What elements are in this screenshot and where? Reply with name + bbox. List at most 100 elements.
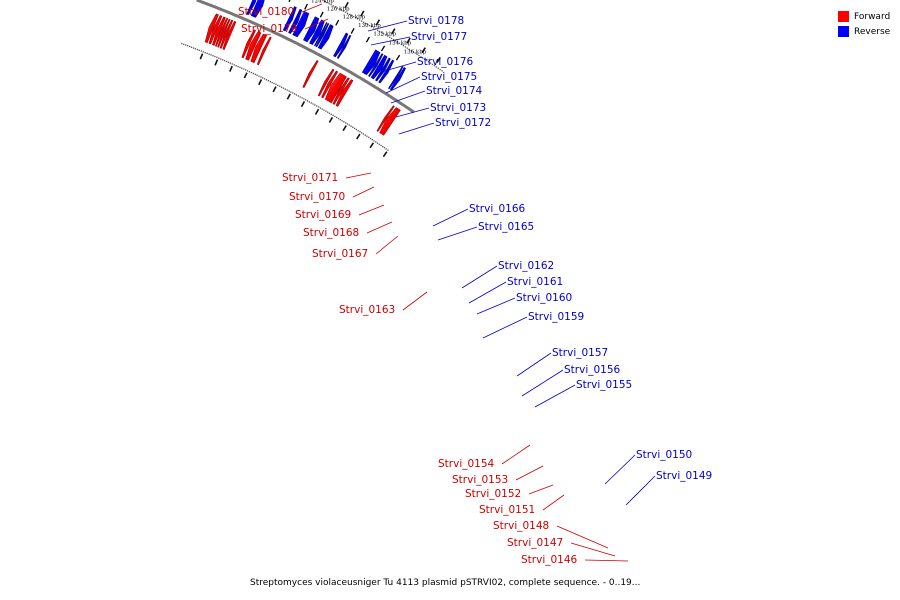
gene-label-strvi-0156[interactable]: Strvi_0156 [564, 364, 621, 376]
gene-block-strvi-0148[interactable] [222, 20, 237, 51]
gene-block-strvi-0151[interactable] [241, 29, 256, 59]
gene-block-strvi-0172[interactable] [361, 49, 381, 76]
gene-label-strvi-0159[interactable]: Strvi_0159 [528, 311, 584, 323]
gene-block-strvi-0145[interactable] [214, 17, 229, 47]
gene-block-strvi-0178[interactable] [389, 67, 406, 91]
gene-label-strvi-0153[interactable]: Strvi_0153 [452, 474, 508, 486]
inner-guide-dot [241, 67, 243, 69]
gene-label-strvi-0147[interactable]: Strvi_0147 [507, 537, 563, 549]
gene-block-strvi-0180[interactable] [379, 107, 401, 136]
gene-block-strvi-0153[interactable] [250, 33, 268, 64]
gene-block-strvi-0175[interactable] [375, 57, 391, 82]
label-connector [358, 204, 385, 216]
outer-guide-dot [377, 29, 379, 31]
gene-block-strvi-0169[interactable] [324, 72, 347, 104]
gene-block-strvi-0168[interactable] [321, 70, 339, 99]
gene-block-strvi-0177[interactable] [388, 65, 404, 90]
gene-block-strvi-0154[interactable] [256, 36, 272, 66]
gene-label-strvi-0160[interactable]: Strvi_0160 [516, 292, 572, 304]
gene-label-strvi-0171[interactable]: Strvi_0171 [282, 172, 338, 184]
inner-guide-dot [280, 86, 283, 88]
gene-label-strvi-0173[interactable]: Strvi_0173 [430, 102, 486, 114]
gene-block-strvi-0159[interactable] [309, 19, 325, 45]
gene-label-strvi-0163[interactable]: Strvi_0163 [339, 304, 395, 316]
gene-block-strvi-0147[interactable] [219, 19, 234, 49]
gene-label-strvi-0180[interactable]: Strvi_0180 [238, 6, 294, 18]
gene-label-strvi-0176[interactable]: Strvi_0176 [417, 56, 474, 68]
gene-block-strvi-0143[interactable] [208, 15, 223, 45]
gene-block-strvi-0157[interactable] [292, 10, 310, 38]
scale-tick-label: 136 kbp [404, 50, 427, 56]
gene-label-strvi-0169[interactable]: Strvi_0169 [295, 209, 351, 221]
gene-label-strvi-0162[interactable]: Strvi_0162 [498, 260, 554, 272]
gene-block-strvi-0160[interactable] [314, 22, 328, 47]
gene-label-strvi-0155[interactable]: Strvi_0155 [576, 379, 632, 391]
gene-label-strvi-0152[interactable]: Strvi_0152 [465, 488, 521, 500]
gene-label-strvi-0148[interactable]: Strvi_0148 [493, 520, 549, 532]
outer-guide-dot [328, 3, 330, 5]
inner-guide-dot [387, 149, 389, 151]
outer-guide-dot [390, 37, 393, 40]
guide-dash [360, 10, 365, 17]
gene-block-strvi-0152[interactable] [245, 31, 262, 61]
gene-block-strvi-0158[interactable] [303, 16, 320, 43]
gene-block-strvi-0146[interactable] [217, 18, 231, 48]
gene-label-strvi-0154[interactable]: Strvi_0154 [438, 458, 495, 470]
scale-tick [288, 0, 291, 3]
gene-label-strvi-0178[interactable]: Strvi_0178 [408, 15, 464, 27]
gene-block-strvi-0176[interactable] [378, 59, 395, 84]
gene-block-strvi-0155[interactable] [282, 6, 297, 32]
gene-label-strvi-0157[interactable]: Strvi_0157 [552, 347, 608, 359]
outer-guide-dot [379, 30, 381, 33]
gene-block-strvi-0163[interactable] [302, 60, 319, 89]
gene-label-strvi-0161[interactable]: Strvi_0161 [507, 276, 563, 288]
inner-guide-dot [198, 49, 200, 51]
inner-guide-dot [192, 47, 195, 49]
gene-block-strvi-0156[interactable] [288, 8, 303, 34]
scale-tick-label: 126 kbp [327, 6, 350, 12]
gene-label-strvi-0166[interactable]: Strvi_0166 [469, 203, 526, 215]
gene-label-strvi-0151[interactable]: Strvi_0151 [479, 504, 535, 516]
guide-dash [356, 133, 361, 140]
gene-block-strvi-0142[interactable] [204, 13, 219, 44]
inner-guide-dot [332, 114, 334, 116]
gene-label-strvi-0146[interactable]: Strvi_0146 [521, 554, 578, 566]
inner-guide-dot [359, 131, 361, 133]
inner-guide-dot [231, 63, 233, 65]
gene-block-strvi-0166[interactable] [336, 34, 352, 59]
gene-label-strvi-0167[interactable]: Strvi_0167 [312, 248, 368, 260]
gene-block-strvi-0170[interactable] [332, 77, 350, 105]
gene-label-strvi-0172[interactable]: Strvi_0172 [435, 117, 491, 129]
inner-guide-dot [265, 79, 268, 81]
gene-label-strvi-0177[interactable]: Strvi_0177 [411, 31, 467, 43]
gene-block-strvi-0144[interactable] [212, 16, 226, 46]
gene-label-strvi-0170[interactable]: Strvi_0170 [289, 191, 345, 203]
inner-guide-dot [262, 77, 264, 79]
inner-guide-dot [376, 142, 379, 144]
gene-block-strvi-0171[interactable] [335, 79, 354, 107]
guide-dash [199, 53, 204, 60]
inner-guide-dot [314, 104, 316, 106]
outer-guide-dot [416, 53, 418, 55]
gene-label-strvi-0175[interactable]: Strvi_0175 [421, 71, 477, 83]
gene-label-strvi-0165[interactable]: Strvi_0165 [478, 221, 534, 233]
gene-block-strvi-0150[interactable] [250, 0, 266, 18]
gene-block-strvi-0167[interactable] [317, 68, 335, 97]
gene-block-strvi-0162[interactable] [317, 24, 334, 50]
gene-block-strvi-0174[interactable] [370, 54, 388, 80]
label-connector [542, 494, 565, 511]
gene-block-strvi-0161[interactable] [315, 22, 330, 48]
gene-block-strvi-0165[interactable] [333, 32, 349, 58]
gene-block-strvi-0149[interactable] [246, 0, 259, 15]
gene-label-strvi-0150[interactable]: Strvi_0150 [636, 449, 692, 461]
label-connector [625, 475, 656, 506]
gene-label-strvi-0179[interactable]: Strvi_0179 [241, 23, 297, 35]
gene-label-strvi-0149[interactable]: Strvi_0149 [656, 470, 712, 482]
gene-block-strvi-0173[interactable] [368, 53, 384, 77]
label-connector [534, 384, 576, 408]
gene-block-strvi-0179[interactable] [376, 105, 395, 132]
legend-forward-label: Forward [854, 11, 891, 22]
gene-label-strvi-0168[interactable]: Strvi_0168 [303, 227, 359, 239]
inner-guide-dot [297, 95, 299, 97]
gene-label-strvi-0174[interactable]: Strvi_0174 [426, 85, 483, 97]
